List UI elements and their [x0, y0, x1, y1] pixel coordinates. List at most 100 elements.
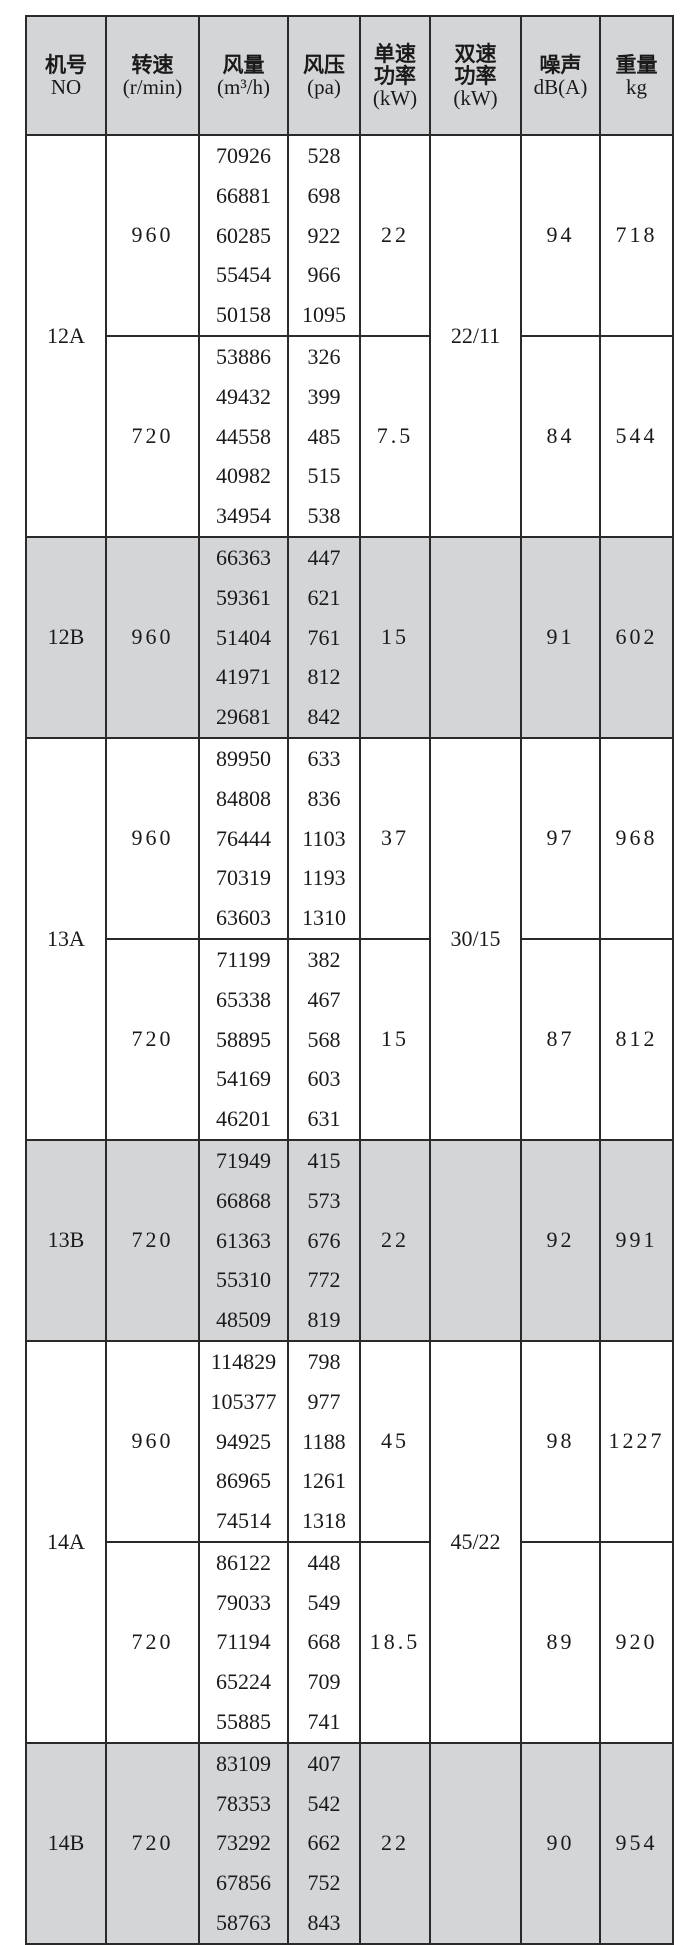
- pressure-value: 772: [307, 1267, 341, 1293]
- airflow-value: 51404: [216, 624, 271, 650]
- airflow-value: 89950: [216, 745, 271, 771]
- pressure-value: 1095: [302, 302, 346, 328]
- noise-cell: 92: [520, 1138, 601, 1342]
- weight-cell: 954: [599, 1741, 674, 1945]
- airflow-cell: 70926 66881 60285 55454 50158: [198, 134, 289, 337]
- airflow-value: 94925: [216, 1428, 271, 1454]
- header-unit: dB(A): [533, 74, 588, 99]
- airflow-value: 55454: [216, 262, 271, 288]
- dual-power-cell: [429, 1741, 522, 1945]
- header-airflow: 风量 (m³/h): [198, 15, 289, 136]
- header-model-no: 机号 NO: [25, 15, 107, 136]
- table-row: 720 71199 65338 58895 54169 46201 382 467 568 603…: [26, 937, 674, 1141]
- pressure-value: 819: [307, 1307, 341, 1333]
- dual-power-cell: [429, 535, 522, 739]
- pressure-value: 538: [307, 503, 341, 529]
- airflow-value: 105377: [210, 1388, 277, 1414]
- table-row: 13A 960 89950 84808 76444 70319 63603 633 836 110…: [25, 736, 674, 1141]
- pressure-value: 633: [307, 745, 341, 771]
- speed-cell: 720: [105, 937, 200, 1141]
- pressure-value: 977: [307, 1388, 341, 1414]
- airflow-value: 66881: [216, 182, 271, 208]
- header-label: 机号: [45, 52, 87, 77]
- pressure-cell: 798 977 1188 1261 1318: [287, 1339, 361, 1543]
- airflow-value: 44558: [216, 423, 271, 449]
- airflow-value: 71194: [216, 1629, 271, 1655]
- weight-cell: 812: [599, 937, 674, 1141]
- table-row: 12B 960 66363 59361 51404 41971 29681 447 621 761…: [25, 535, 674, 739]
- airflow-value: 34954: [216, 503, 271, 529]
- airflow-value: 66868: [216, 1187, 271, 1213]
- model-no-cell: 13A: [25, 736, 107, 1141]
- single-power-cell: 22: [359, 1741, 431, 1945]
- single-power-cell: 22: [359, 134, 431, 337]
- header-label: 转速: [131, 52, 174, 77]
- airflow-value: 71199: [216, 946, 271, 972]
- table-row: 13B 720 71949 66868 61363 55310 48509 415 573 676…: [25, 1138, 674, 1342]
- header-label: 风量: [222, 52, 265, 77]
- header-row: 机号 NO 转速 (r/min) 风量 (m³/h) 风压 (pa) 单速功率 (kW) …: [25, 15, 674, 136]
- header-label: 双速功率: [454, 41, 497, 88]
- dual-power-cell: 30/15: [429, 736, 522, 1141]
- header-noise: 噪声 dB(A): [520, 15, 601, 136]
- airflow-value: 67856: [216, 1870, 271, 1896]
- pressure-value: 573: [307, 1187, 341, 1213]
- airflow-value: 29681: [216, 704, 271, 730]
- weight-cell: 968: [599, 736, 674, 940]
- speed-cell: 960: [105, 1339, 200, 1543]
- pressure-value: 568: [307, 1026, 341, 1052]
- model-no-cell: 14A: [25, 1339, 107, 1744]
- header-speed: 转速 (r/min): [105, 15, 200, 136]
- pressure-value: 966: [307, 262, 341, 288]
- single-power-cell: 15: [359, 937, 431, 1141]
- noise-cell: 91: [520, 535, 601, 739]
- airflow-value: 48509: [216, 1307, 271, 1333]
- pressure-value: 741: [307, 1709, 341, 1735]
- pressure-value: 1310: [302, 905, 346, 931]
- airflow-cell: 86122 79033 71194 65224 55885: [198, 1540, 289, 1744]
- pressure-value: 752: [307, 1870, 341, 1896]
- airflow-value: 61363: [216, 1227, 271, 1253]
- speed-cell: 960: [105, 535, 200, 739]
- header-label: 风压: [303, 52, 345, 77]
- noise-cell: 97: [520, 736, 601, 940]
- speed-cell: 720: [105, 1540, 200, 1744]
- weight-cell: 718: [599, 134, 674, 337]
- airflow-cell: 71199 65338 58895 54169 46201: [198, 937, 289, 1141]
- pressure-value: 542: [307, 1790, 341, 1816]
- speed-cell: 960: [105, 134, 200, 337]
- speed-cell: 960: [105, 736, 200, 940]
- table-row: 12A 960 70926 66881 60285 55454 50158 528 698 922…: [25, 134, 674, 538]
- airflow-value: 83109: [216, 1750, 271, 1776]
- header-unit: (m³/h): [217, 74, 270, 99]
- speed-cell: 720: [105, 334, 200, 538]
- airflow-value: 86965: [216, 1468, 271, 1494]
- header-dual-power: 双速功率 (kW): [429, 15, 522, 136]
- pressure-value: 812: [307, 664, 341, 690]
- pressure-value: 407: [307, 1750, 341, 1776]
- pressure-value: 549: [307, 1589, 341, 1615]
- fan-spec-table: 机号 NO 转速 (r/min) 风量 (m³/h) 风压 (pa) 单速功率 (kW) …: [25, 15, 674, 1945]
- airflow-value: 60285: [216, 222, 271, 248]
- pressure-value: 922: [307, 222, 341, 248]
- airflow-value: 55885: [216, 1709, 271, 1735]
- noise-cell: 98: [520, 1339, 601, 1543]
- pressure-value: 1193: [302, 865, 346, 891]
- model-no-cell: 12B: [25, 535, 107, 739]
- pressure-value: 467: [307, 986, 341, 1012]
- pressure-cell: 415 573 676 772 819: [287, 1138, 361, 1342]
- pressure-value: 662: [307, 1830, 341, 1856]
- airflow-value: 41971: [216, 664, 271, 690]
- airflow-value: 78353: [216, 1790, 271, 1816]
- pressure-value: 1188: [302, 1428, 346, 1454]
- table-row: 14B 720 83109 78353 73292 67856 58763 407 542 662…: [25, 1741, 674, 1945]
- pressure-value: 448: [307, 1549, 341, 1575]
- airflow-value: 58763: [216, 1910, 271, 1936]
- pressure-value: 415: [307, 1147, 341, 1173]
- pressure-value: 515: [307, 463, 341, 489]
- header-unit: (kW): [453, 85, 498, 110]
- noise-cell: 89: [520, 1540, 601, 1744]
- header-unit: (r/min): [122, 74, 183, 99]
- pressure-value: 382: [307, 946, 341, 972]
- weight-cell: 1227: [599, 1339, 674, 1543]
